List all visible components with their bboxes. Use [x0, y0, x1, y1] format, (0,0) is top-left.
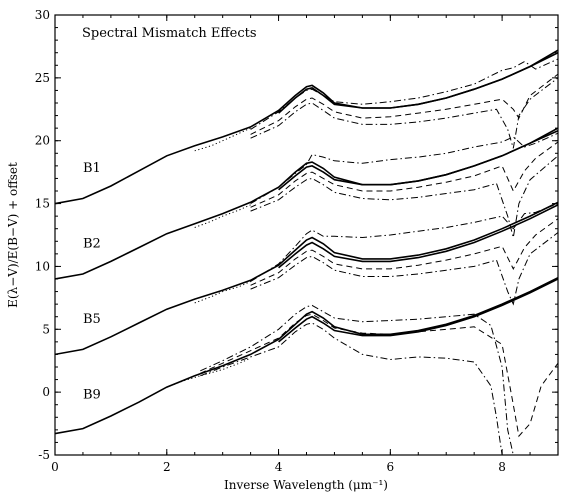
- series-line-b2-solid: [55, 127, 558, 280]
- series-line-b1-dashed: [250, 73, 558, 135]
- chart-title: Spectral Mismatch Effects: [82, 26, 257, 41]
- y-axis-ticks: -5 0 5 10 15 20 25 30: [35, 8, 558, 462]
- y-tick-label: 20: [35, 134, 50, 148]
- y-tick-label: 30: [35, 8, 50, 22]
- y-tick-label: -5: [38, 448, 50, 462]
- series-line-b1-dashdot: [250, 77, 558, 149]
- series-label-b2: B2: [83, 237, 101, 252]
- x-tick-label: 2: [163, 460, 171, 474]
- series-line-b5-dashed: [250, 218, 558, 286]
- series-line-b5-dashdot: [250, 232, 558, 306]
- x-tick-label: 8: [498, 460, 506, 474]
- plot-series: [55, 49, 558, 455]
- y-tick-label: 15: [35, 197, 50, 211]
- series-line-b1-dashdot: [250, 58, 558, 130]
- series-line-b5-dotted: [194, 281, 251, 304]
- series-line-b9-solid: [278, 278, 558, 343]
- series-line-b9-solid: [55, 276, 558, 435]
- y-tick-label: 0: [42, 385, 50, 399]
- series-label-b1: B1: [83, 161, 101, 176]
- y-tick-label: 10: [35, 259, 50, 273]
- y-axis-title: E(λ−V)/E(B−V) + offset: [6, 162, 20, 308]
- x-tick-label: 6: [387, 460, 395, 474]
- series-line-b2-dashdot: [250, 132, 558, 205]
- y-tick-label: 5: [42, 322, 50, 336]
- y-tick-label: 25: [35, 71, 50, 85]
- series-line-b5-dashdot: [250, 203, 558, 282]
- series-label-b9: B9: [83, 387, 101, 402]
- series-label-b5: B5: [83, 312, 101, 327]
- x-tick-label: 4: [275, 460, 283, 474]
- series-line-b9-dashdot: [200, 304, 519, 455]
- series-group-labels: B1 B2 B5 B9: [83, 161, 101, 402]
- series-line-b5-solid: [55, 201, 558, 356]
- x-axis-title: Inverse Wavelength (μm⁻¹): [224, 478, 388, 492]
- series-line-b9-dotted: [166, 357, 251, 388]
- x-axis-ticks: 0 2 4 6 8: [51, 15, 559, 474]
- series-line-b1-solid: [278, 51, 558, 114]
- series-line-b5-solid: [278, 204, 558, 269]
- series-line-b1-solid: [55, 49, 558, 205]
- series-line-b9-dashdot: [200, 322, 519, 455]
- series-line-b2-dashdot: [250, 155, 558, 238]
- series-line-b1-dotted: [194, 127, 251, 152]
- series-line-b2-solid: [278, 129, 558, 191]
- series-line-b2-dashed: [250, 141, 558, 208]
- series-line-b9-dashed: [200, 313, 558, 438]
- x-tick-label: 0: [51, 460, 59, 474]
- series-line-b2-dotted: [194, 204, 251, 228]
- plot-frame: [54, 14, 559, 456]
